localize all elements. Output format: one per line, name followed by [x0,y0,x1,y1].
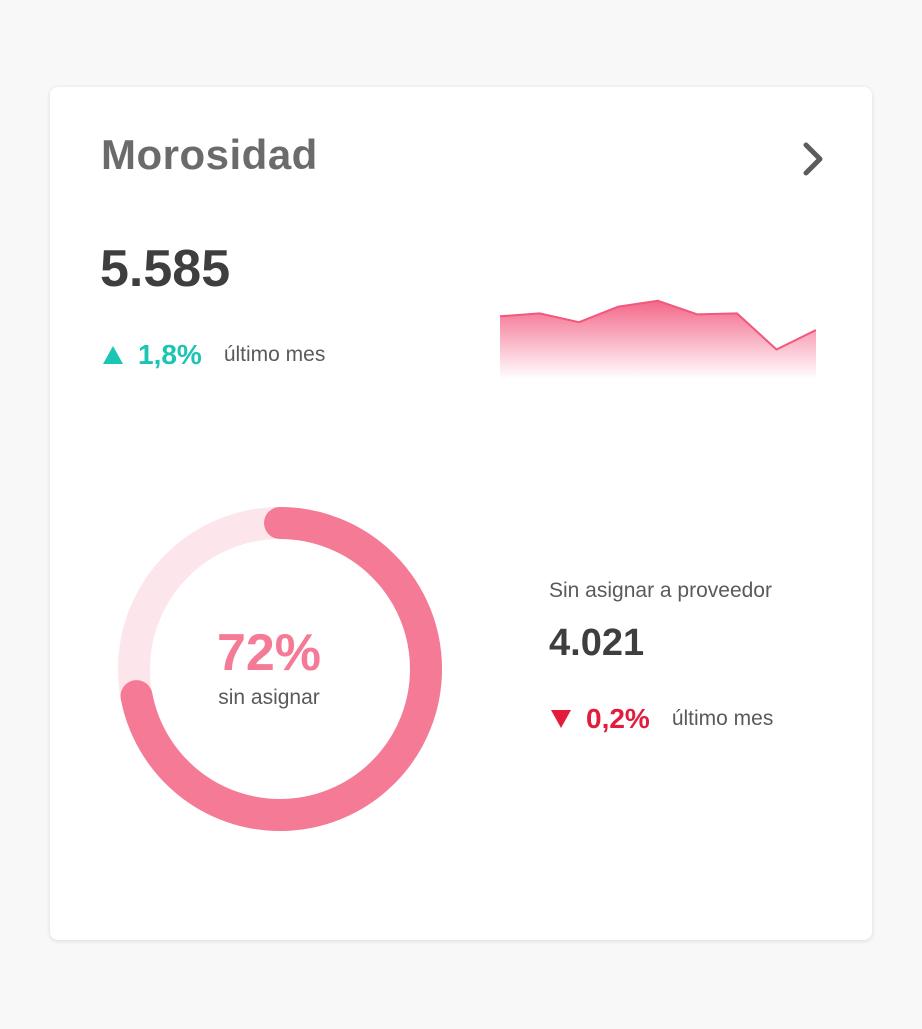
unassigned-trend: 0,2% último mes [550,701,773,737]
total-trend: 1,8% último mes [102,337,325,373]
sparkline-line [500,299,816,351]
morosidad-card: Morosidad 5.585 1,8% último mes 72% sin … [50,87,872,940]
unassigned-trend-percent: 0,2% [586,703,650,734]
sparkline-chart [500,299,816,379]
total-trend-percent: 1,8% [138,339,202,370]
triangle-down-icon [551,710,571,728]
sparkline-area [500,300,816,379]
donut-percent: 72% [216,624,322,682]
donut-caption: sin asignar [218,686,320,709]
triangle-up-icon [103,346,123,364]
total-value: 5.585 [100,240,231,298]
unassigned-value: 4.021 [549,622,645,664]
total-trend-period: último mes [223,343,326,366]
card-title: Morosidad [101,131,318,178]
donut-chart [118,507,442,831]
donut-progress-arc [118,507,442,831]
chevron-right-icon[interactable] [798,139,828,179]
unassigned-trend-period: último mes [671,707,774,730]
unassigned-label: Sin asignar a proveedor [549,579,772,602]
